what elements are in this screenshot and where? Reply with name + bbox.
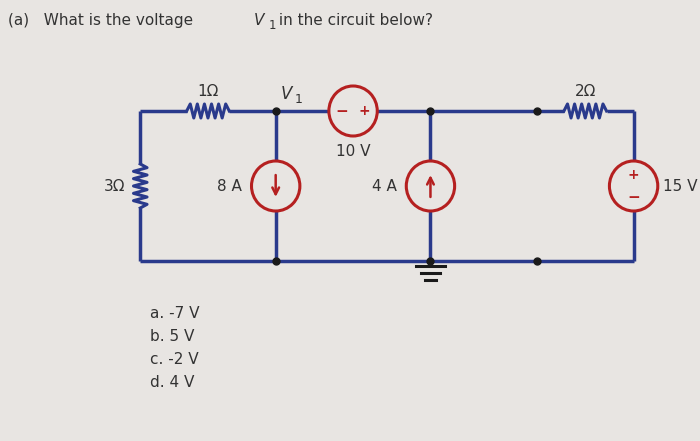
Text: 1Ω: 1Ω <box>197 84 218 99</box>
Text: c. -2 V: c. -2 V <box>150 352 199 367</box>
Text: −: − <box>336 104 349 119</box>
Text: in the circuit below?: in the circuit below? <box>274 13 433 28</box>
Text: 4 A: 4 A <box>372 179 397 194</box>
Text: −: − <box>627 190 640 205</box>
Text: 2Ω: 2Ω <box>575 84 596 99</box>
Text: 1: 1 <box>295 93 303 106</box>
Text: V: V <box>253 13 264 28</box>
Text: 15 V: 15 V <box>663 179 697 194</box>
Text: 1: 1 <box>269 19 276 32</box>
Text: 3Ω: 3Ω <box>104 179 126 194</box>
Text: +: + <box>358 104 370 118</box>
Text: 8 A: 8 A <box>217 179 241 194</box>
Text: 10 V: 10 V <box>336 144 370 159</box>
Text: d. 4 V: d. 4 V <box>150 375 195 390</box>
Text: V: V <box>281 85 292 103</box>
Text: a. -7 V: a. -7 V <box>150 306 199 321</box>
Text: (a)   What is the voltage: (a) What is the voltage <box>8 13 197 28</box>
Text: b. 5 V: b. 5 V <box>150 329 195 344</box>
Text: +: + <box>628 168 639 182</box>
